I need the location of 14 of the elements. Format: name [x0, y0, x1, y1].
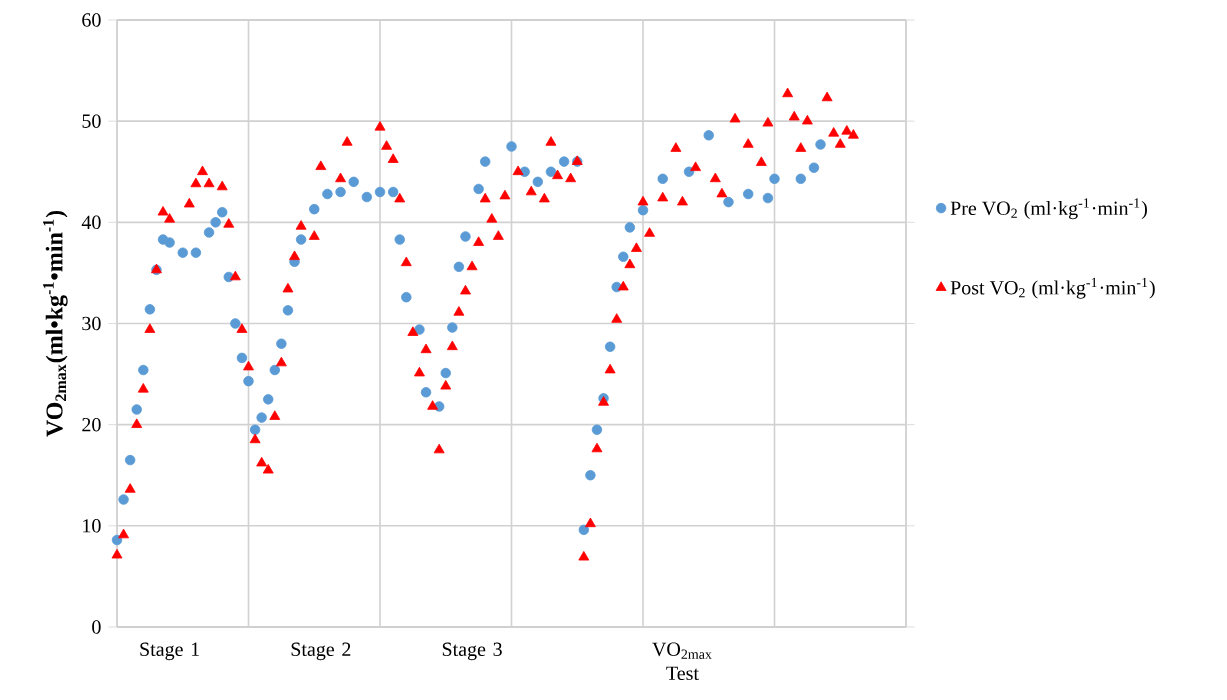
- legend-label: Pre VO$_{2}$ (ml·kg$^{-1}$·min$^{-1}$): [950, 198, 1147, 220]
- y-tick-label: 10: [83, 519, 101, 533]
- x-tick-label: Stage 3: [442, 642, 502, 661]
- y-axis-title: VO$_{2max}$(ml•kg$^{-1}$•min$^{-1}$): [43, 210, 68, 437]
- legend-label: Post VO$_{2}$ (ml·kg$^{-1}$·min$^{-1}$): [950, 277, 1155, 299]
- x-tick-label: VO$_{2max}$ Test: [652, 642, 712, 681]
- y-tick-label: 60: [82, 13, 101, 27]
- x-tick-label: Stage 1: [140, 642, 199, 661]
- x-tick-label: Stage 2: [291, 642, 351, 661]
- y-tick-label: 20: [82, 417, 101, 432]
- y-tick-label: 30: [82, 316, 101, 331]
- y-tick-label: 50: [82, 114, 101, 128]
- y-tick-label: 0: [92, 620, 101, 634]
- y-tick-label: 40: [81, 215, 101, 230]
